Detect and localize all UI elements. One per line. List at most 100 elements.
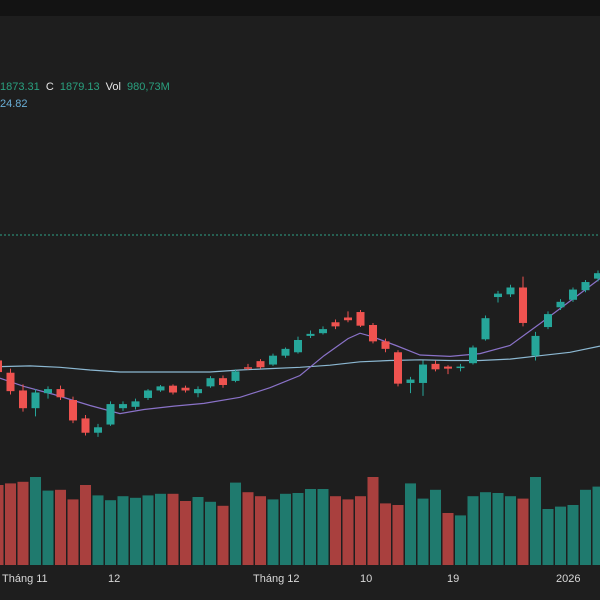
- legend-close-key: C: [45, 81, 54, 93]
- volume-bar: [580, 489, 591, 565]
- candle-body: [44, 389, 52, 394]
- candle-body: [156, 386, 165, 391]
- candle: [481, 315, 490, 341]
- candle: [394, 350, 402, 387]
- volume-bar: [205, 501, 216, 565]
- volume-bar: [255, 496, 266, 565]
- candle: [281, 347, 290, 358]
- candle-body: [319, 329, 327, 334]
- candle: [581, 280, 590, 293]
- candle: [331, 319, 340, 330]
- candle: [219, 375, 227, 388]
- candle: [431, 360, 440, 372]
- volume-bar: [367, 477, 379, 565]
- volume-bar: [567, 505, 579, 565]
- volume-bar: [292, 493, 304, 565]
- legend-close-value: 1879.13: [59, 81, 100, 93]
- volume-bar: [342, 499, 354, 565]
- candle: [69, 396, 77, 424]
- volume-bar: [305, 489, 316, 565]
- candle: [369, 322, 377, 344]
- candle: [44, 386, 52, 399]
- volume-bar: [355, 496, 366, 565]
- candle: [344, 311, 352, 323]
- candle-body: [169, 385, 177, 393]
- volume-bar: [280, 493, 291, 565]
- x-axis-ticks: Tháng 11 12 Tháng 12 10 19 2026: [2, 573, 580, 585]
- candle: [19, 384, 27, 412]
- volume-bars: [0, 477, 600, 565]
- volume-bar: [417, 498, 429, 565]
- candle: [519, 276, 527, 327]
- candle: [444, 365, 452, 375]
- candle: [256, 359, 265, 369]
- candle-body: [344, 317, 352, 321]
- volume-bar: [592, 486, 600, 565]
- volume-bar: [505, 496, 516, 565]
- candle-body: [94, 427, 102, 433]
- candle-body: [0, 360, 2, 373]
- candle: [94, 423, 102, 437]
- candle: [106, 401, 115, 426]
- candle: [269, 353, 277, 366]
- candle-body: [406, 379, 415, 383]
- volume-bar: [105, 500, 116, 565]
- candle-body: [394, 352, 402, 384]
- candle: [294, 336, 302, 354]
- candle: [544, 311, 552, 330]
- candle: [356, 310, 365, 328]
- candle: [419, 360, 427, 396]
- candle-body: [144, 390, 152, 398]
- candle: [506, 284, 515, 298]
- candle-body: [519, 287, 527, 323]
- volume-bar: [442, 513, 454, 565]
- volume-bar: [392, 505, 404, 565]
- candle: [406, 376, 415, 394]
- candle-body: [206, 378, 215, 387]
- chart-top-toolbar: [0, 0, 600, 16]
- candle: [531, 331, 540, 361]
- candle-body: [594, 273, 600, 279]
- candle-body: [331, 322, 340, 327]
- ohlc-legend: 1873.31 C 1879.13 Vol 980,73M: [0, 81, 170, 93]
- candle: [306, 330, 315, 338]
- candle-body: [456, 366, 465, 369]
- volume-bar: [167, 493, 179, 565]
- volume-bar: [42, 490, 54, 565]
- volume-bar: [530, 477, 541, 565]
- volume-bar: [17, 481, 29, 565]
- candle-body: [431, 363, 440, 370]
- candle-body: [294, 340, 302, 353]
- candle-body: [531, 335, 540, 356]
- candle-body: [469, 347, 477, 364]
- x-tick-thang-12: Tháng 12: [253, 573, 299, 585]
- candle-body: [219, 378, 227, 385]
- legend-vol-key: Vol: [105, 81, 121, 93]
- candle-body: [131, 401, 140, 407]
- volume-bar: [555, 506, 566, 565]
- candle: [169, 384, 177, 395]
- candle-body: [581, 282, 590, 291]
- candle: [244, 363, 252, 370]
- volume-bar: [217, 505, 229, 565]
- volume-bar: [492, 493, 504, 565]
- candle: [0, 360, 2, 373]
- candle-body: [369, 325, 377, 342]
- candle-body: [356, 312, 365, 326]
- volume-bar: [155, 493, 166, 565]
- candle-body: [444, 366, 452, 369]
- candle: [206, 376, 215, 388]
- candle-body: [244, 367, 252, 369]
- candle-body: [544, 314, 552, 328]
- legend-ma-value: 24.82: [0, 98, 28, 110]
- candle: [231, 369, 240, 383]
- candle: [381, 338, 390, 353]
- candle: [56, 385, 65, 400]
- volume-bar: [30, 477, 41, 565]
- volume-bar: [92, 495, 104, 565]
- candle-body: [106, 404, 115, 425]
- candle-body: [56, 389, 65, 398]
- volume-bar: [192, 497, 204, 565]
- candle: [156, 385, 165, 392]
